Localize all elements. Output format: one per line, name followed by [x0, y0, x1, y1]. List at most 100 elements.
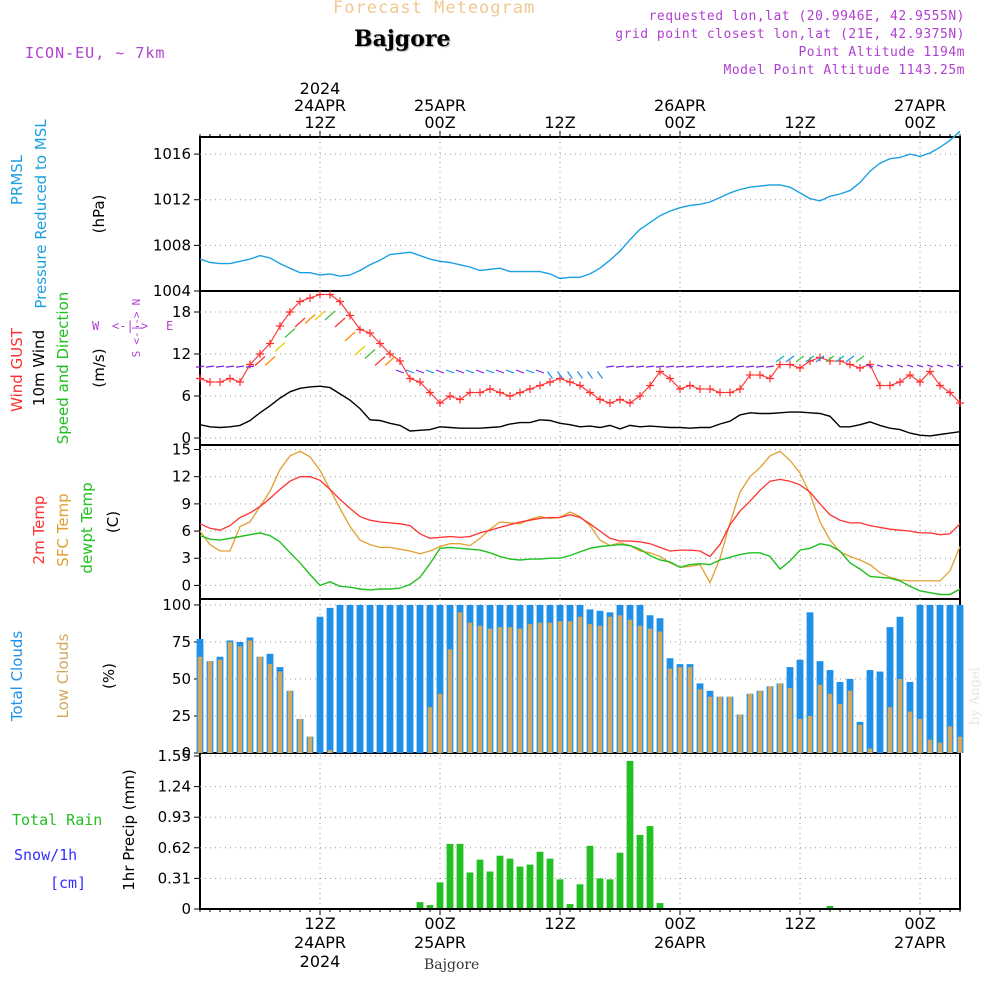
rain-bar [606, 879, 614, 909]
x-tick-label: 00Z [664, 914, 695, 933]
low-cloud-bar [297, 718, 303, 753]
wind-arrow [936, 364, 944, 368]
total-cloud-bar [936, 604, 944, 753]
wind-arrow [956, 364, 964, 368]
low-cloud-bar [577, 616, 583, 753]
gust-marker [796, 364, 804, 372]
y-tick-label: 0 [181, 429, 191, 447]
rain-bar [436, 882, 444, 909]
wind-arrow [334, 317, 346, 328]
wind-arrow [845, 355, 855, 363]
wind-arrow [304, 314, 316, 324]
gust-marker [216, 378, 224, 386]
info-line: Point Altitude 1194m [798, 45, 965, 60]
low-cloud-bar [547, 622, 553, 753]
gust-marker [226, 374, 234, 383]
gust-marker [276, 322, 284, 330]
low-cloud-bar [947, 726, 953, 753]
gust-marker [576, 381, 584, 390]
x-tick-label: 24APR [294, 96, 346, 115]
gust-marker [646, 381, 654, 390]
low-cloud-bar [307, 736, 313, 753]
compass-north: N [130, 299, 143, 306]
wind-arrow [215, 365, 225, 368]
low-cloud-bar [807, 715, 813, 753]
low-cloud-bar [447, 649, 453, 753]
low-cloud-bar [917, 718, 923, 753]
rain-bar [566, 904, 574, 909]
total-cloud-bar [916, 604, 924, 753]
wind-arrow [324, 310, 336, 321]
wind-arrow [587, 371, 593, 379]
y-tick-label: 3 [181, 549, 191, 567]
wind-arrow [205, 365, 215, 368]
wind-arrow [284, 328, 296, 338]
wind-arrow [715, 365, 725, 368]
low-cloud-bar [487, 628, 493, 753]
rain-bar [656, 903, 664, 909]
gust-marker [356, 325, 364, 334]
wind-arrow [946, 364, 954, 368]
y-tick-label: 0.62 [158, 839, 191, 857]
gust-marker [306, 294, 314, 302]
gust-marker [706, 385, 714, 393]
y-tick-label: 12 [172, 345, 191, 363]
wind-arrow [425, 369, 435, 374]
panel-label: Pressure Reduced to MSL [32, 119, 50, 309]
unit-label: (hPa) [90, 195, 108, 234]
rain-bar [466, 872, 474, 909]
sfc-temp-line [199, 450, 961, 585]
gust-marker [256, 350, 264, 358]
gust-marker [296, 297, 304, 306]
wind-arrow [515, 369, 525, 374]
rain-bar [506, 858, 514, 909]
rain-bar [526, 864, 534, 909]
total-cloud-bar [366, 604, 374, 753]
low-cloud-bar [847, 690, 853, 753]
low-cloud-bar [617, 615, 623, 753]
wind-arrow [415, 369, 425, 374]
gust-marker [416, 378, 424, 386]
rain-bar [556, 879, 564, 909]
total-cloud-bar [346, 604, 354, 753]
x-tick-label: 00Z [664, 113, 695, 132]
wind-arrow [906, 364, 914, 368]
x-tick-label: 12Z [544, 113, 575, 132]
x-tick-label: 27APR [894, 96, 946, 115]
y-tick-label: 0 [181, 900, 191, 918]
gust-marker [636, 392, 644, 400]
low-cloud-bar [497, 627, 503, 753]
y-tick-label: 0 [181, 744, 191, 762]
wind-arrow [755, 365, 765, 368]
gust-marker [876, 381, 884, 390]
x-tick-label: 12Z [784, 113, 815, 132]
low-cloud-bar [937, 742, 943, 753]
wind-arrow [635, 365, 645, 368]
gust-marker [886, 381, 894, 390]
gust-marker [236, 378, 244, 386]
gust-marker [676, 385, 684, 393]
wind-arrow [384, 356, 396, 366]
gust-marker [286, 308, 294, 316]
rain-bar [446, 843, 454, 909]
wind-arrow [435, 369, 445, 374]
gust-marker [716, 388, 724, 397]
low-cloud-bar [827, 693, 833, 753]
wind-arrow [405, 369, 415, 374]
wind-arrow [926, 364, 934, 368]
gust-marker [446, 392, 454, 400]
wind-arrow [835, 355, 845, 363]
low-cloud-bar [587, 624, 593, 753]
wind-arrow [625, 365, 635, 368]
wind-arrow [354, 345, 366, 356]
footer-location: Bajgore [424, 957, 480, 973]
y-tick-label: 1008 [153, 236, 191, 254]
wind-arrow [765, 365, 775, 368]
low-cloud-bar [227, 641, 233, 753]
rain-bar [516, 866, 524, 909]
gust-marker [926, 367, 934, 376]
gust-marker [486, 385, 494, 393]
gust-marker [206, 378, 214, 386]
panel-label: SFC Temp [54, 493, 72, 566]
unit-label: 1hr Precip (mm) [120, 769, 138, 890]
